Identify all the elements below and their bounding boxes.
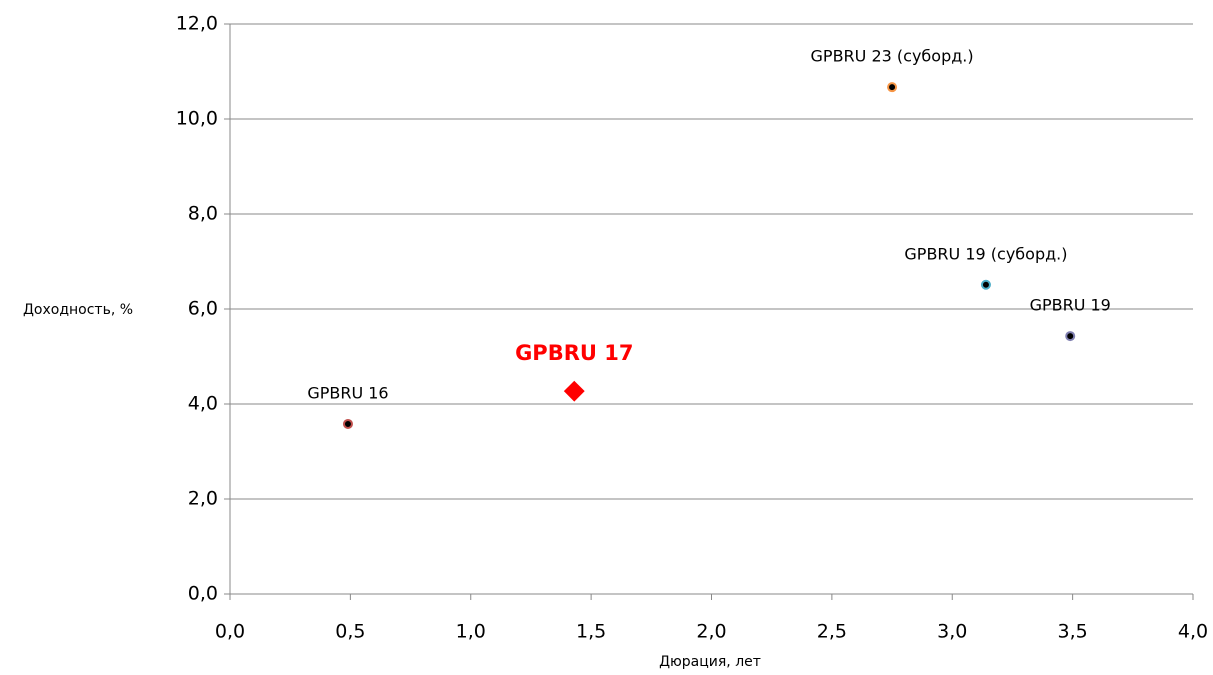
point (563, 380, 585, 402)
x-tick-label: 1,0 (456, 621, 486, 643)
y-axis-label: Доходность, % (23, 302, 133, 318)
point (1065, 331, 1076, 342)
y-tick-label: 2,0 (188, 488, 218, 510)
x-tick-label: 0,0 (215, 621, 245, 643)
y-tick-label: 10,0 (176, 108, 218, 130)
point-label: GPBRU 19 (суборд.) (904, 244, 1067, 263)
y-tick-label: 6,0 (188, 298, 218, 320)
point (887, 82, 898, 93)
x-tick-label: 4,0 (1178, 621, 1208, 643)
point (980, 279, 991, 290)
y-tick-label: 0,0 (188, 583, 218, 605)
x-tick-label: 3,0 (937, 621, 967, 643)
y-tick-label: 8,0 (188, 203, 218, 225)
x-tick-label: 3,5 (1058, 621, 1088, 643)
x-tick-label: 2,5 (817, 621, 847, 643)
point-label: GPBRU 17 (515, 341, 633, 365)
y-tick-label: 12,0 (176, 13, 218, 35)
x-tick-label: 2,0 (696, 621, 726, 643)
point-label: GPBRU 23 (суборд.) (811, 47, 974, 66)
x-tick-label: 0,5 (335, 621, 365, 643)
y-tick-label: 4,0 (188, 393, 218, 415)
point-label: GPBRU 19 (1030, 296, 1111, 315)
x-tick-label: 1,5 (576, 621, 606, 643)
point-label: GPBRU 16 (307, 383, 388, 402)
x-axis-label: Дюрация, лет (659, 654, 761, 670)
point (342, 418, 353, 429)
